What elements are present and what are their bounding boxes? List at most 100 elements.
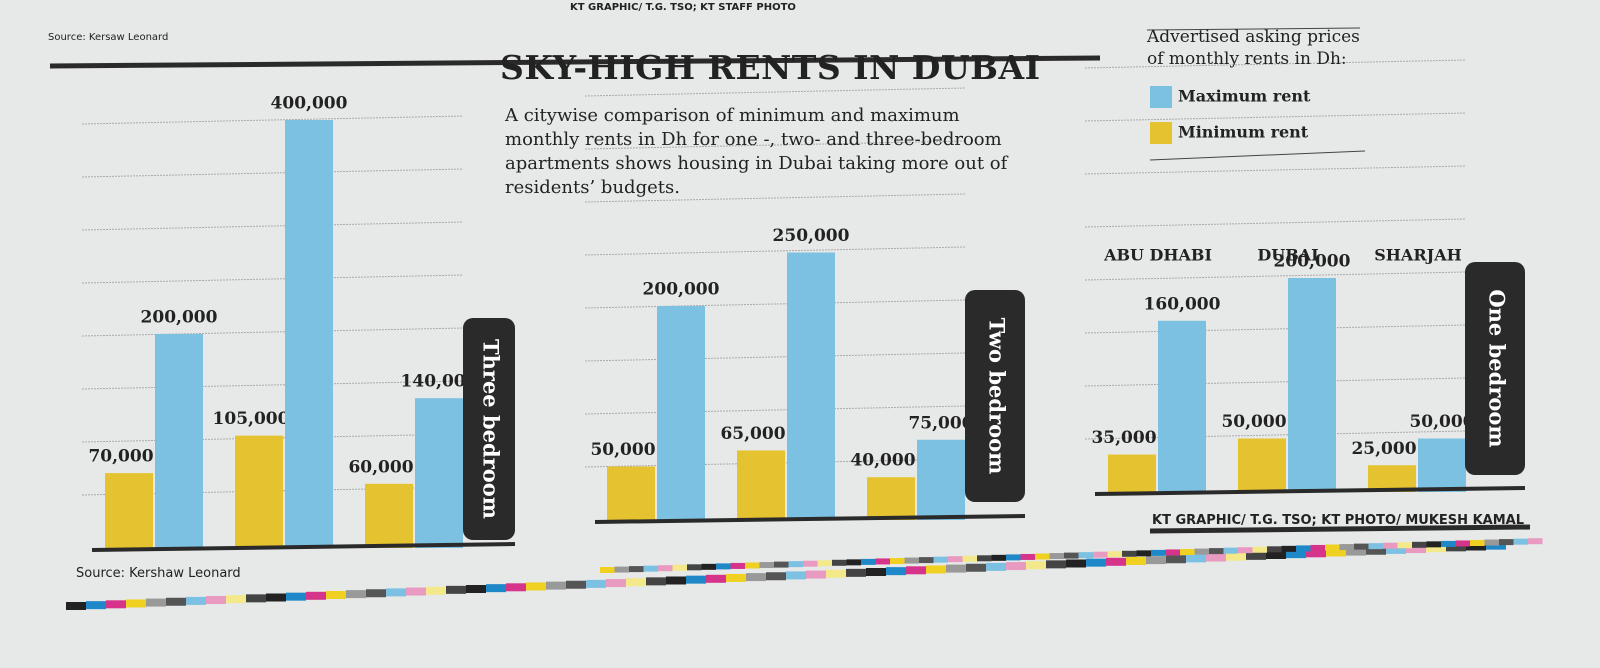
credit-rule [1149, 524, 1531, 534]
color-strip [1078, 552, 1093, 559]
guide-line [1084, 165, 1466, 175]
color-strip [832, 559, 847, 566]
color-strip [1180, 549, 1195, 555]
guide-line [1084, 112, 1466, 122]
value-label: 50,000 [1221, 412, 1286, 432]
baseline [91, 542, 516, 552]
bar [867, 477, 915, 520]
color-strip [1368, 543, 1383, 550]
color-strip [886, 567, 906, 576]
color-strip [546, 581, 566, 590]
color-strip [1107, 551, 1122, 558]
color-strip [1146, 556, 1166, 565]
color-strip [566, 580, 586, 589]
legend-label: Minimum rent [1178, 123, 1309, 142]
color-strip [326, 590, 346, 599]
color-strip [786, 571, 806, 580]
color-strip [658, 565, 673, 572]
bar [105, 473, 153, 548]
color-strip [846, 559, 861, 566]
color-strip [1306, 549, 1326, 558]
source: Source: Kershaw Leonard [76, 566, 241, 581]
color-strip [1406, 545, 1426, 554]
category-label: ABU DHABI [1103, 246, 1212, 265]
color-strip [730, 562, 745, 569]
guide-line [584, 193, 966, 203]
color-strip [774, 561, 789, 568]
color-strip [226, 595, 246, 604]
bar [285, 120, 333, 548]
color-strip [962, 555, 977, 562]
color-strip [1151, 549, 1166, 556]
color-strip [1466, 542, 1486, 551]
color-strip [629, 566, 644, 573]
color-strip [759, 562, 774, 569]
color-strip [1209, 548, 1224, 555]
value-label: 200,000 [1274, 252, 1351, 272]
value-label: 50,000 [590, 440, 655, 460]
guide-line [584, 140, 966, 150]
bar [737, 450, 785, 520]
color-strip [766, 572, 786, 581]
color-strip [904, 557, 919, 564]
panel-label: Two bedroom [985, 318, 1010, 475]
color-strip [1325, 544, 1340, 551]
value-label: 60,000 [348, 457, 413, 477]
color-strip [1194, 548, 1209, 555]
color-strip [246, 594, 266, 603]
color-strip [716, 563, 731, 570]
bar [415, 398, 463, 548]
value-label: 200,000 [141, 308, 218, 328]
value-label: 200,000 [643, 280, 720, 300]
color-strip [1499, 539, 1514, 546]
color-strip [1122, 550, 1137, 557]
color-strip [906, 566, 926, 575]
color-strip [1006, 562, 1026, 571]
color-strip [1412, 541, 1427, 548]
baseline [594, 514, 1026, 524]
color-strip [1354, 543, 1369, 550]
panel-label: One bedroom [1485, 289, 1510, 447]
bar [1288, 278, 1336, 492]
bar [235, 435, 283, 548]
color-strip [526, 582, 546, 591]
color-strip [966, 563, 986, 572]
guide-line [1084, 218, 1466, 228]
color-strip [746, 573, 766, 582]
bar [365, 483, 413, 548]
color-strip [726, 573, 746, 582]
color-strip [1066, 559, 1086, 568]
color-strip [890, 558, 905, 564]
color-strip [977, 555, 992, 562]
bar [1238, 438, 1286, 492]
color-strip [1049, 553, 1064, 560]
value-label: 40,000 [850, 451, 915, 471]
color-strip [266, 593, 286, 602]
value-label: 105,000 [213, 409, 290, 429]
color-strip [948, 556, 963, 563]
value-label: 400,000 [271, 94, 348, 114]
color-strip [926, 565, 946, 574]
color-strip [1020, 553, 1035, 560]
color-strip [1366, 546, 1386, 555]
panel-label: Three bedroom [479, 339, 504, 519]
category-label: DUBAI [1257, 246, 1318, 265]
color-strip [446, 585, 466, 594]
panel-label-box [463, 318, 515, 540]
color-strip [1126, 556, 1146, 565]
guide-line [584, 87, 966, 97]
color-strip [817, 560, 832, 567]
color-strip [1446, 543, 1466, 552]
color-strip [1086, 558, 1106, 567]
color-strip [600, 567, 615, 573]
color-strip [1223, 547, 1238, 554]
color-strip [1296, 545, 1311, 552]
color-strip [672, 564, 687, 571]
color-strip [286, 592, 306, 601]
color-strip [1484, 539, 1499, 546]
color-strip [1166, 555, 1186, 564]
guide-line [81, 327, 464, 337]
color-strip [687, 564, 702, 571]
color-strip [186, 596, 206, 605]
